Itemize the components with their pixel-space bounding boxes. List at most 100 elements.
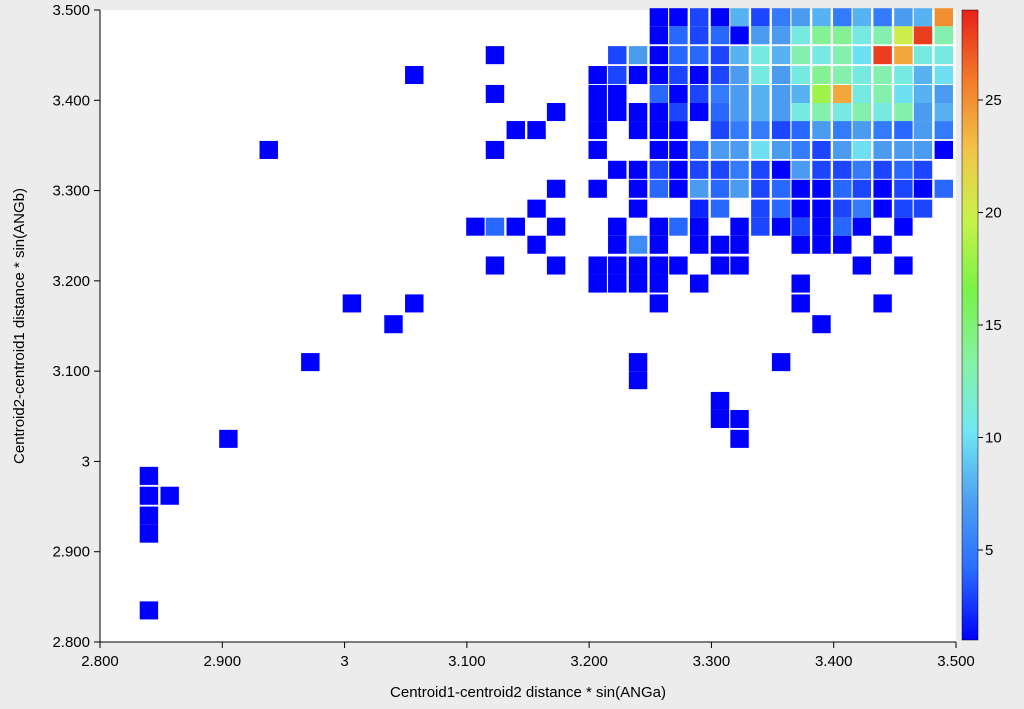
heatmap-cell [894,199,913,218]
y-tick-label: 2.900 [52,544,90,561]
x-tick-label: 3.200 [570,653,608,670]
heatmap-cell [873,121,892,140]
heatmap-cell [628,235,648,254]
heatmap-cell [833,217,852,236]
heatmap-cell [628,65,648,85]
heatmap-cell [873,26,892,45]
heatmap-cell [791,8,810,27]
heatmap-cell [852,103,872,122]
heatmap-cell [649,26,669,45]
heatmap-cell [628,353,648,372]
heatmap-cell [913,65,933,85]
heatmap-cell [934,46,953,65]
heatmap-cell [771,65,791,85]
heatmap-cell [710,46,730,65]
heatmap-cell [730,65,749,85]
heatmap-cell [751,46,770,65]
heatmap-cell [689,160,709,179]
colorbar-tick-label: 25 [985,92,1002,109]
heatmap-cell [689,46,709,65]
heatmap-cell [771,217,791,236]
heatmap-cell [751,26,770,45]
heatmap-cell [771,46,791,65]
heatmap-cell [730,103,749,122]
heatmap-cell [913,140,933,159]
heatmap-cell [730,217,749,236]
heatmap-cell [506,121,525,140]
heatmap-cell [894,160,913,179]
heatmap-cell [730,160,749,179]
heatmap-cell [852,46,872,65]
heatmap-cell [791,121,810,140]
heatmap-cell [751,160,770,179]
heatmap-cell [852,65,872,85]
heatmap-cell [894,46,913,65]
heatmap-cell [689,217,709,236]
colorbar [961,9,979,641]
heatmap-cell [608,160,627,179]
heatmap-cell [669,84,688,103]
heatmap-cell [546,256,566,275]
heatmap-cell [913,121,933,140]
heatmap-cell [833,235,852,254]
heatmap-cells [139,8,953,620]
heatmap-cell [628,274,648,293]
heatmap-cell [710,65,730,85]
heatmap-cell [873,65,892,85]
heatmap-cell [934,8,953,27]
heatmap-cell [812,179,831,198]
heatmap-cell [791,84,810,103]
colorbar-tick-label: 20 [985,205,1002,222]
heatmap-cell [852,199,872,218]
heatmap-cell [812,160,831,179]
heatmap-cell [751,179,770,198]
heatmap-cell [852,8,872,27]
heatmap-cell [649,121,669,140]
heatmap-cell [873,103,892,122]
heatmap-cell [588,121,607,140]
heatmap-cell [710,84,730,103]
heatmap-cell [812,65,831,85]
heatmap-cell [894,103,913,122]
heatmap-cell [384,315,403,334]
heatmap-cell [894,65,913,85]
heatmap-cell [649,274,669,293]
heatmap-cell [873,179,892,198]
heatmap-cell [852,256,872,275]
heatmap-cell [628,46,648,65]
heatmap-cell [219,429,238,448]
heatmap-cell [751,140,770,159]
heatmap-cell [791,235,810,254]
heatmap-cell [873,84,892,103]
heatmap-cell [771,26,791,45]
heatmap-cell [873,235,892,254]
heatmap-cell [588,103,607,122]
heatmap-cell [771,179,791,198]
heatmap-cell [628,256,648,275]
heatmap-cell [812,46,831,65]
heatmap-cell [751,84,770,103]
heatmap-cell [649,8,669,27]
heatmap-cell [771,199,791,218]
heatmap-cell [791,26,810,45]
heatmap-cell [710,391,730,410]
heatmap-cell [628,179,648,198]
heatmap-cell [608,274,627,293]
heatmap-cell [913,46,933,65]
heatmap-cell [669,217,688,236]
heatmap-cell [812,315,831,334]
heatmap-cell [771,103,791,122]
heatmap-cell [546,179,566,198]
heatmap-cell [689,199,709,218]
heatmap-cell [405,294,424,313]
x-tick-label: 2.900 [204,653,242,670]
heatmap-cell [608,217,627,236]
heatmap-cell [628,199,648,218]
heatmap-cell [669,103,688,122]
heatmap-cell [730,429,749,448]
heatmap-cell [771,160,791,179]
heatmap-cell [852,179,872,198]
heatmap-cell [689,103,709,122]
x-tick-label: 3.100 [448,653,486,670]
heatmap-cell [669,65,688,85]
